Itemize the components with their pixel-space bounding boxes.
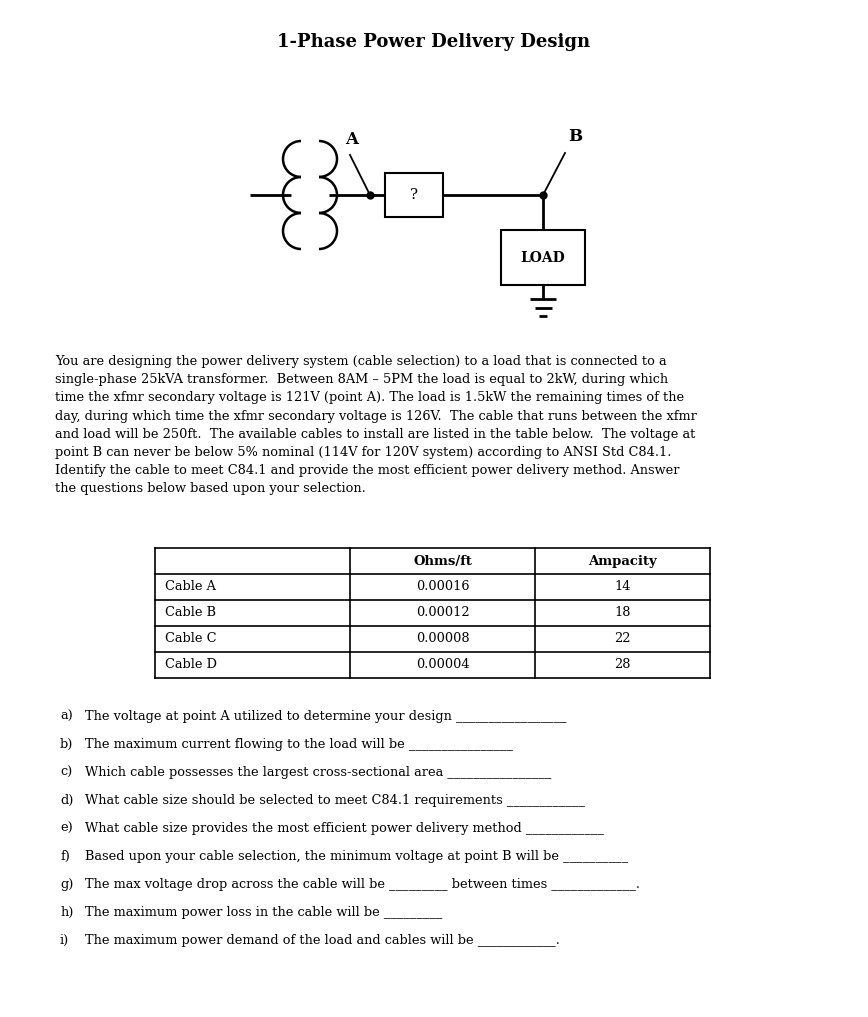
- Text: c): c): [60, 766, 72, 779]
- Text: Ampacity: Ampacity: [589, 554, 657, 567]
- Text: Cable A: Cable A: [165, 581, 216, 594]
- Text: LOAD: LOAD: [521, 250, 565, 264]
- Text: 28: 28: [615, 658, 631, 671]
- Text: e): e): [60, 822, 73, 835]
- Text: g): g): [60, 878, 74, 891]
- Text: B: B: [568, 128, 582, 145]
- Text: h): h): [60, 906, 74, 919]
- Text: The max voltage drop across the cable will be _________ between times __________: The max voltage drop across the cable wi…: [85, 878, 640, 891]
- FancyBboxPatch shape: [385, 173, 443, 217]
- Text: The maximum power loss in the cable will be _________: The maximum power loss in the cable will…: [85, 906, 443, 919]
- Text: 0.00004: 0.00004: [416, 658, 470, 671]
- Text: The maximum current flowing to the load will be ________________: The maximum current flowing to the load …: [85, 738, 513, 751]
- Text: The maximum power demand of the load and cables will be ____________.: The maximum power demand of the load and…: [85, 934, 560, 947]
- Text: 0.00016: 0.00016: [416, 581, 470, 594]
- Text: A: A: [345, 131, 358, 148]
- Text: 1-Phase Power Delivery Design: 1-Phase Power Delivery Design: [278, 33, 590, 51]
- FancyBboxPatch shape: [501, 230, 585, 285]
- Text: Cable C: Cable C: [165, 633, 216, 646]
- Text: a): a): [60, 710, 73, 723]
- Text: What cable size should be selected to meet C84.1 requirements ____________: What cable size should be selected to me…: [85, 794, 585, 807]
- Text: 0.00008: 0.00008: [416, 633, 470, 646]
- Text: 18: 18: [615, 606, 631, 619]
- Text: Based upon your cable selection, the minimum voltage at point B will be ________: Based upon your cable selection, the min…: [85, 850, 628, 863]
- Text: Cable D: Cable D: [165, 658, 217, 671]
- Text: d): d): [60, 794, 74, 807]
- Text: 14: 14: [615, 581, 631, 594]
- Text: 22: 22: [615, 633, 631, 646]
- Text: i): i): [60, 934, 69, 947]
- Text: The voltage at point A utilized to determine your design _________________: The voltage at point A utilized to deter…: [85, 710, 567, 723]
- Text: You are designing the power delivery system (cable selection) to a load that is : You are designing the power delivery sys…: [55, 355, 697, 495]
- Text: Ohms/ft: Ohms/ft: [413, 554, 472, 567]
- Text: Cable B: Cable B: [165, 606, 216, 619]
- Text: What cable size provides the most efficient power delivery method ____________: What cable size provides the most effici…: [85, 822, 604, 835]
- Text: Which cable possesses the largest cross-sectional area ________________: Which cable possesses the largest cross-…: [85, 766, 551, 779]
- Text: b): b): [60, 738, 74, 751]
- Text: f): f): [60, 850, 70, 863]
- Text: 0.00012: 0.00012: [416, 606, 470, 619]
- Text: ?: ?: [410, 188, 418, 202]
